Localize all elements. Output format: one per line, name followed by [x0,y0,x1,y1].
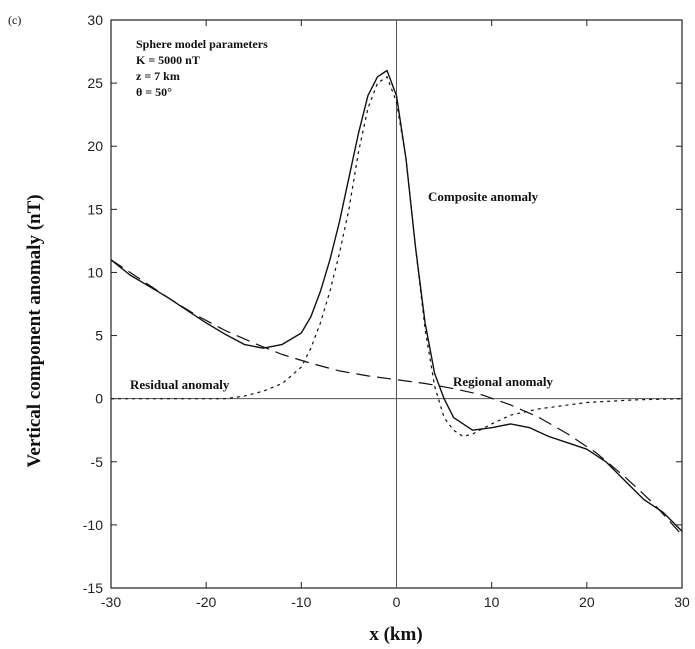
panel-label: (c) [8,13,21,27]
series-layer [110,69,683,536]
y-tick-label: -10 [83,517,103,533]
y-tick-label: 25 [87,75,103,91]
y-axis-title: Vertical component anomaly (nT) [24,194,45,467]
y-tick-label: -15 [83,580,103,596]
residual-anomaly-label: Residual anomaly [130,377,230,392]
y-tick-label: 30 [87,12,103,28]
x-tick-label: -10 [291,594,311,610]
x-axis-title: x (km) [369,624,422,645]
y-tick-label: 0 [95,391,103,407]
chart-axes: -30 -20 -10 0 10 20 30 -15 -10 -5 0 5 10 15 20 25 30 [83,12,690,610]
parameter-line: θ = 50° [136,85,172,99]
series-line-solid [110,69,683,532]
y-tick-label: 5 [95,328,103,344]
y-tick-label: 15 [87,201,103,217]
series-line-dashed [110,259,683,536]
parameters-heading: Sphere model parameters [136,37,268,51]
regional-anomaly-label: Regional anomaly [453,374,554,389]
parameter-line: K = 5000 nT [136,53,200,67]
series-line-dotted [111,76,683,438]
x-tick-label: -20 [196,594,216,610]
annotation-layer: Sphere model parameters K = 5000 nT z = … [24,37,554,645]
y-tick-label: 20 [87,138,103,154]
parameter-line: z = 7 km [136,69,180,83]
x-tick-label: 0 [393,594,401,610]
y-tick-label: 10 [87,264,103,280]
x-tick-label: 20 [579,594,595,610]
x-tick-label: -30 [101,594,121,610]
x-tick-label: 10 [484,594,500,610]
composite-anomaly-label: Composite anomaly [428,189,539,204]
y-tick-label: -5 [91,454,104,470]
x-tick-label: 30 [674,594,690,610]
